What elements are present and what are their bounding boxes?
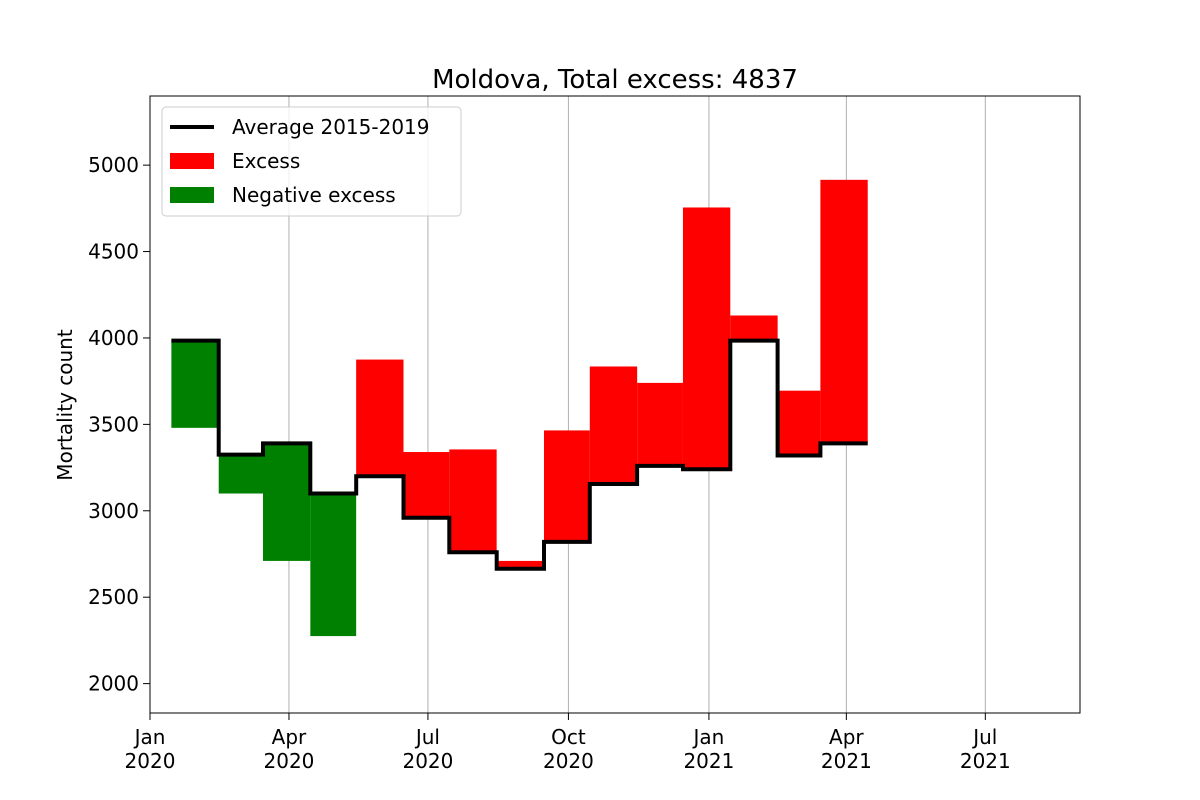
x-tick-label-month: Apr <box>272 725 307 749</box>
y-axis-label: Mortality count <box>53 329 77 481</box>
x-tick-label-month: Jul <box>414 725 440 749</box>
y-tick-label: 4500 <box>88 240 139 264</box>
x-tick-label-year: 2020 <box>543 749 594 773</box>
excess-bar <box>496 560 544 569</box>
plot-frame <box>149 95 1081 714</box>
excess-bar <box>682 207 731 470</box>
excess-bar <box>820 179 868 444</box>
excess-bar <box>637 382 683 466</box>
x-tick-label-year: 2021 <box>821 749 872 773</box>
legend-label: Negative excess <box>232 183 396 207</box>
excess-bar <box>730 315 778 341</box>
x-tick-label-month: Oct <box>551 725 586 749</box>
excess-bars <box>171 179 868 637</box>
average-2015-2019-line <box>171 338 868 571</box>
y-tick-label: 3500 <box>88 412 139 436</box>
negative-excess-bar <box>218 454 264 494</box>
excess-bar <box>356 359 404 477</box>
excess-bar <box>449 449 497 553</box>
y-tick-label: 2000 <box>88 672 139 696</box>
legend-label: Average 2015-2019 <box>232 115 430 139</box>
legend-box <box>161 106 462 217</box>
legend: Average 2015-2019 Excess Negative excess <box>161 106 462 217</box>
x-tick-label-year: 2020 <box>264 749 315 773</box>
x-tick-label-month: Jan <box>691 725 724 749</box>
y-tick-label: 3000 <box>88 499 139 523</box>
legend-negative-excess-swatch <box>170 187 214 203</box>
x-tick-label-year: 2021 <box>683 749 734 773</box>
negative-excess-bar <box>171 340 219 428</box>
y-tick-label: 2500 <box>88 585 139 609</box>
excess-bar <box>403 452 450 518</box>
y-tick-label: 4000 <box>88 326 139 350</box>
x-tick-label-month: Jan <box>133 725 166 749</box>
legend-excess-swatch <box>170 153 214 169</box>
x-tick-label-year: 2020 <box>402 749 453 773</box>
y-tick-label: 5000 <box>88 153 139 177</box>
x-tick-label-month: Apr <box>829 725 864 749</box>
axis-ticks: Jan2020Apr2020Jul2020Oct2020Jan2021Apr20… <box>88 153 1011 773</box>
excess-bar <box>777 390 821 456</box>
average-line-group <box>171 338 868 571</box>
x-tick-label-year: 2020 <box>125 749 176 773</box>
chart-title: Moldova, Total excess: 4837 <box>432 65 798 95</box>
excess-bar <box>543 430 590 542</box>
x-tick-label-year: 2021 <box>960 749 1011 773</box>
negative-excess-bar <box>310 493 357 637</box>
negative-excess-bar <box>263 443 311 561</box>
x-tick-label-month: Jul <box>971 725 997 749</box>
excess-bar <box>589 366 638 485</box>
legend-label: Excess <box>232 149 300 173</box>
